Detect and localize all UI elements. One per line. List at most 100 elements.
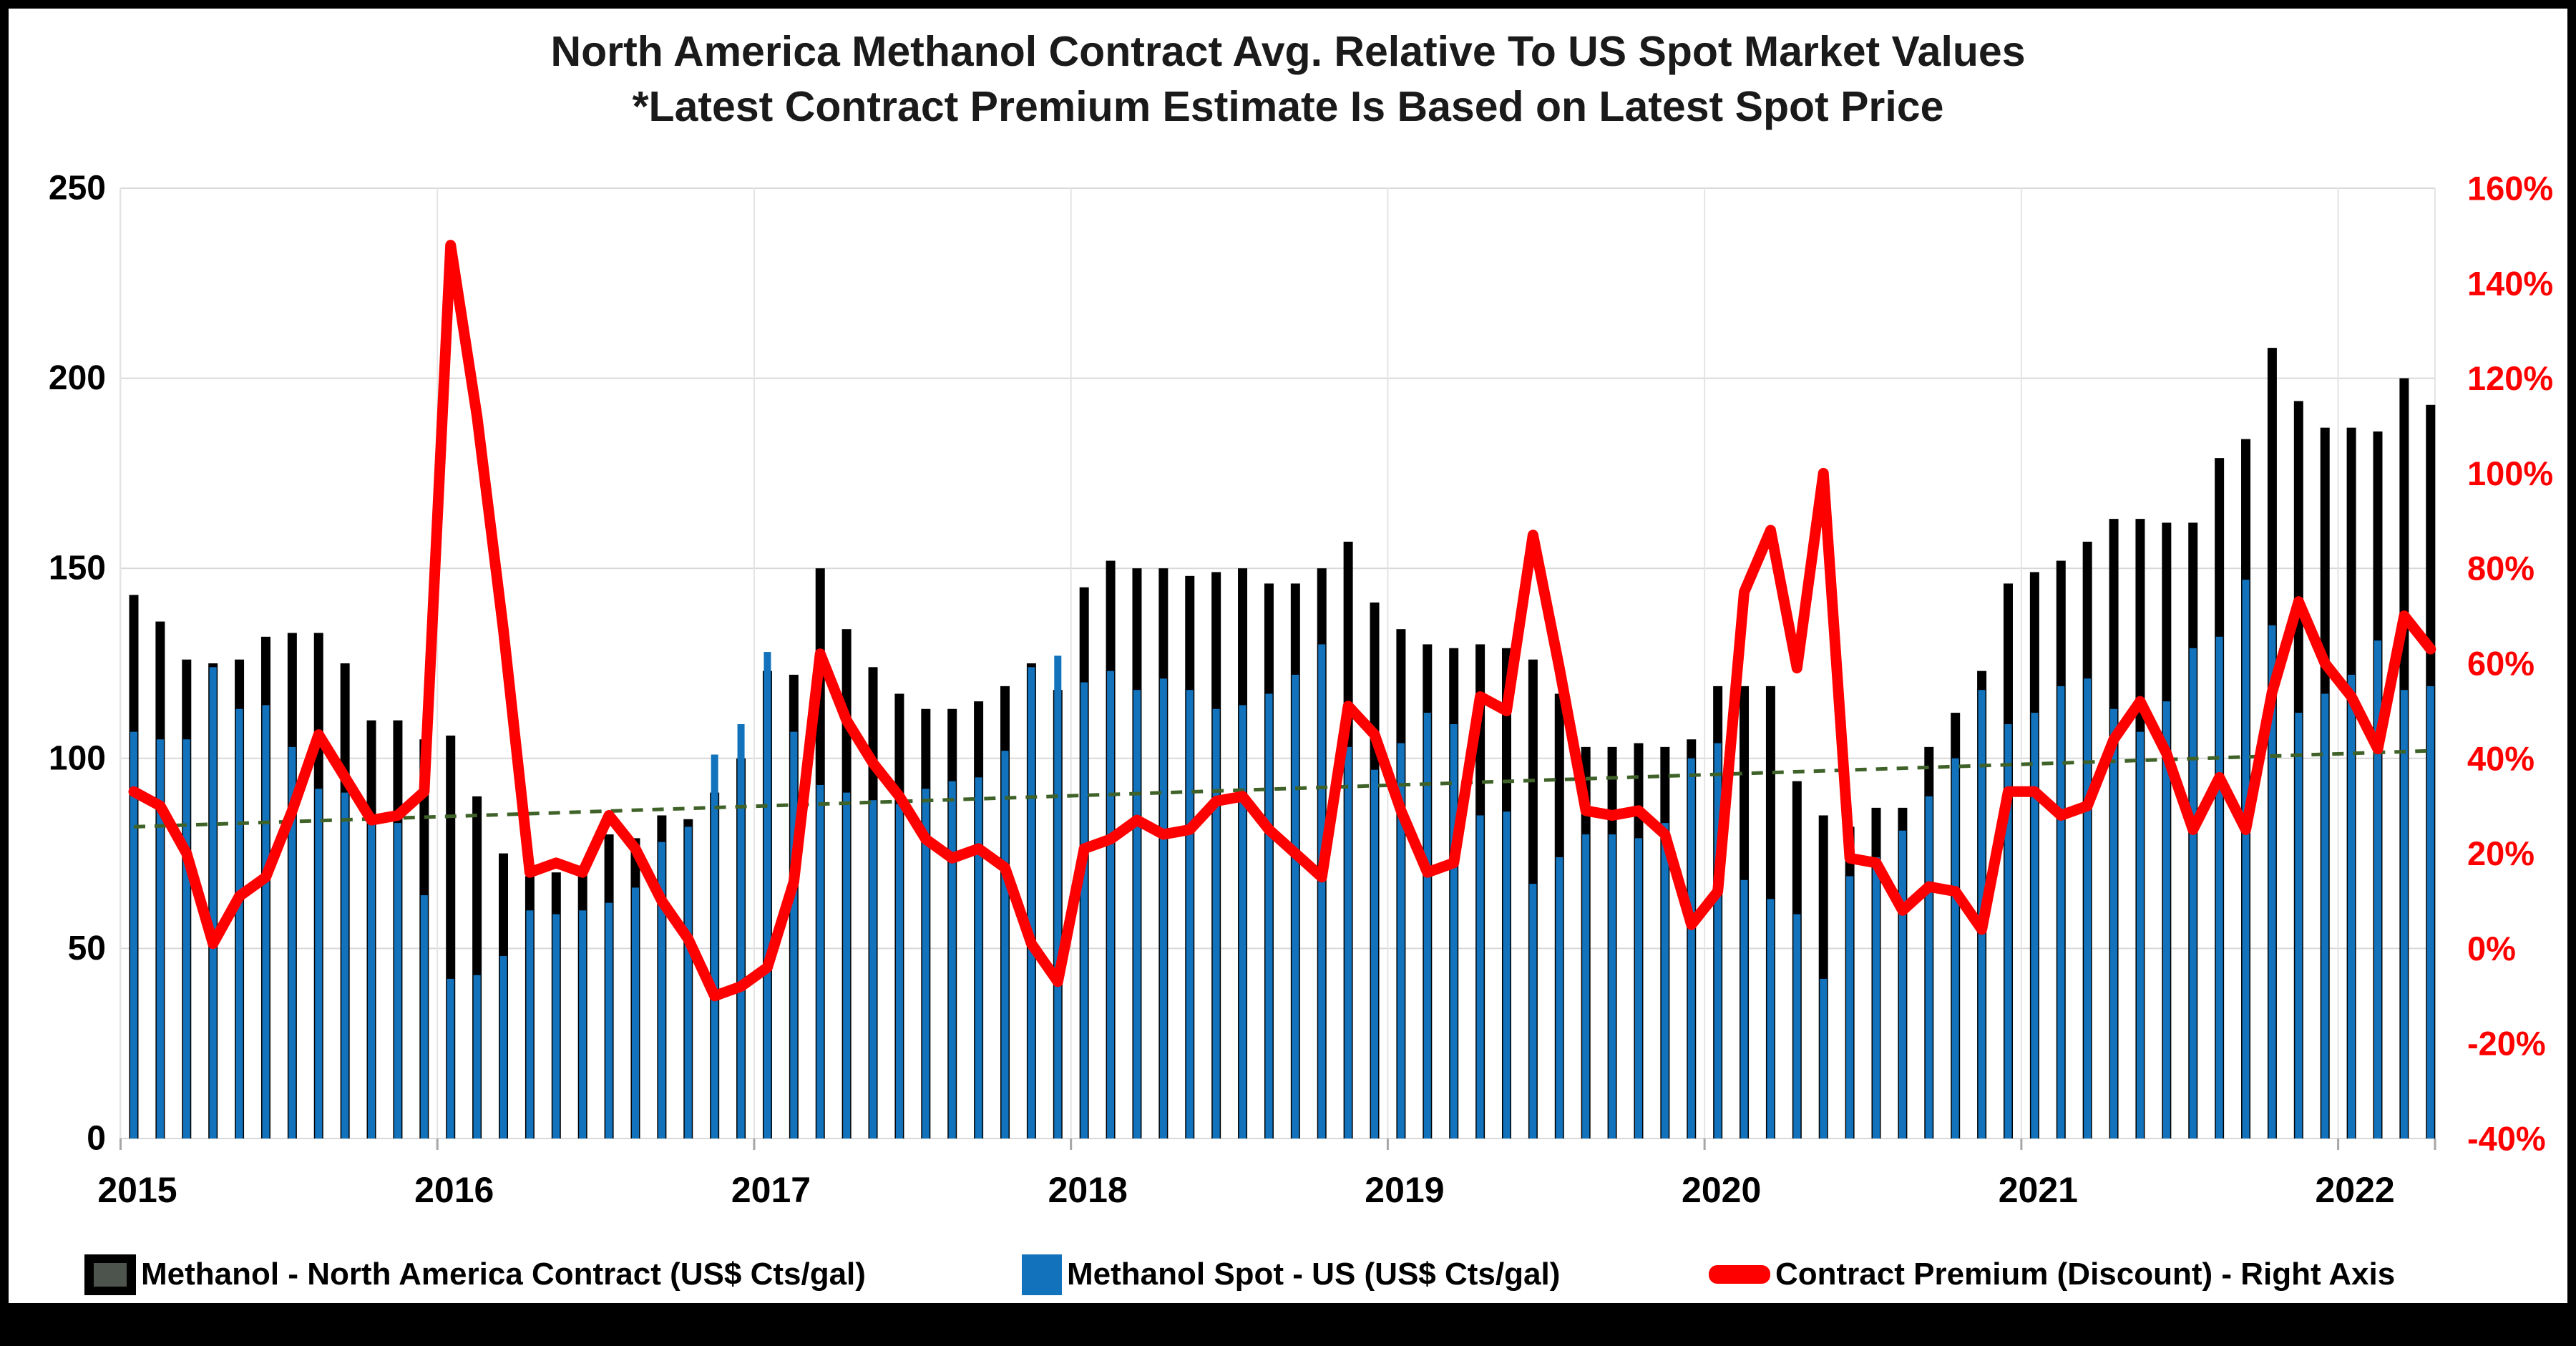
spot-bar bbox=[1476, 815, 1484, 1138]
spot-bar bbox=[1345, 746, 1352, 1138]
spot-bar bbox=[2400, 690, 2408, 1138]
spot-bar bbox=[2215, 636, 2223, 1138]
legend-item-premium: Contract Premium (Discount) - Right Axis bbox=[1709, 1249, 2395, 1300]
spot-series-swatch bbox=[1022, 1254, 1062, 1295]
spot-bar bbox=[1503, 811, 1511, 1138]
spot-bar bbox=[895, 804, 903, 1138]
spot-bar bbox=[1740, 879, 1748, 1138]
y2-axis-tick-label: 160% bbox=[2467, 170, 2553, 208]
x-axis-labels: 2015 2016 2017 2018 2019 2020 2021 2022 bbox=[97, 1170, 2394, 1210]
contract-series-swatch bbox=[84, 1254, 136, 1295]
spot-bar bbox=[420, 895, 428, 1138]
spot-bar bbox=[737, 723, 745, 1138]
spot-bar bbox=[2136, 731, 2144, 1138]
y-axis-tick-label: 250 bbox=[49, 170, 106, 208]
spot-bar bbox=[315, 789, 323, 1138]
spot-bar bbox=[2004, 723, 2012, 1138]
chart-title-block: North America Methanol Contract Avg. Rel… bbox=[0, 24, 2576, 135]
spot-bar bbox=[1001, 751, 1009, 1138]
spot-bars bbox=[130, 580, 2434, 1138]
x-axis-year-label: 2017 bbox=[731, 1170, 811, 1210]
spot-bar bbox=[1820, 978, 1828, 1138]
spot-bar bbox=[1212, 708, 1220, 1138]
spot-bar bbox=[2373, 640, 2381, 1138]
y-axis-tick-label: 50 bbox=[68, 930, 106, 967]
y-axis-tick-label: 150 bbox=[49, 550, 106, 587]
spot-bar bbox=[209, 667, 217, 1138]
spot-bar bbox=[1239, 705, 1246, 1138]
y2-axis-tick-label: 100% bbox=[2467, 454, 2553, 492]
spot-bar bbox=[1898, 830, 1906, 1138]
spot-bar bbox=[2242, 580, 2250, 1138]
spot-bar bbox=[1159, 678, 1167, 1138]
spot-bar bbox=[711, 754, 718, 1138]
spot-bar bbox=[1582, 834, 1590, 1138]
spot-bar bbox=[1951, 758, 1959, 1138]
spot-bar bbox=[1133, 690, 1141, 1138]
spot-bar bbox=[2295, 713, 2303, 1138]
spot-bar bbox=[1609, 834, 1616, 1138]
y-axis-tick-label: 0 bbox=[87, 1120, 106, 1158]
spot-bar bbox=[262, 705, 270, 1138]
y2-axis-tick-label: -20% bbox=[2467, 1025, 2546, 1063]
spot-bar bbox=[526, 910, 534, 1138]
spot-bar bbox=[1028, 667, 1035, 1138]
premium-line bbox=[128, 240, 2436, 1002]
spot-bar bbox=[684, 826, 692, 1138]
spot-bar bbox=[1634, 838, 1642, 1138]
spot-bar bbox=[2084, 678, 2092, 1138]
y2-axis-tick-label: 20% bbox=[2467, 834, 2534, 872]
spot-bar bbox=[2321, 693, 2329, 1138]
spot-bar bbox=[1080, 682, 1088, 1138]
spot-bar bbox=[1714, 743, 1722, 1138]
legend-label-spot: Methanol Spot - US (US$ Cts/gal) bbox=[1067, 1257, 1561, 1292]
spot-bar bbox=[1556, 857, 1563, 1138]
spot-bar bbox=[2268, 625, 2276, 1138]
spot-bar bbox=[975, 777, 982, 1138]
y2-axis-tick-label: 40% bbox=[2467, 739, 2534, 777]
x-axis-year-label: 2020 bbox=[1682, 1170, 1761, 1210]
spot-bar bbox=[1186, 690, 1194, 1138]
spot-bar bbox=[2348, 674, 2356, 1138]
y2-axis-tick-label: 120% bbox=[2467, 359, 2553, 397]
x-axis-year-label: 2022 bbox=[2315, 1170, 2394, 1210]
legend-label-premium: Contract Premium (Discount) - Right Axis bbox=[1775, 1257, 2396, 1292]
spot-bar bbox=[1767, 899, 1775, 1138]
legend-item-contract: Methanol - North America Contract (US$ C… bbox=[84, 1249, 866, 1300]
spot-bar bbox=[1265, 693, 1273, 1138]
spot-bar bbox=[579, 910, 587, 1138]
spot-bar bbox=[1423, 713, 1431, 1138]
spot-bar bbox=[447, 978, 454, 1138]
spot-bar bbox=[843, 792, 851, 1138]
chart-subtitle: *Latest Contract Premium Estimate Is Bas… bbox=[632, 83, 1944, 130]
trend-line bbox=[133, 748, 2431, 829]
premium-series-swatch bbox=[1709, 1265, 1770, 1284]
x-axis-year-label: 2021 bbox=[1999, 1170, 2078, 1210]
spot-bar bbox=[1397, 743, 1405, 1138]
spot-bar bbox=[948, 781, 956, 1138]
spot-bar bbox=[368, 815, 376, 1138]
spot-bar bbox=[605, 902, 613, 1138]
spot-bar bbox=[1687, 758, 1695, 1138]
spot-bar bbox=[763, 652, 771, 1138]
spot-bar bbox=[1846, 876, 1854, 1138]
spot-bar bbox=[1529, 884, 1537, 1138]
spot-bar bbox=[1292, 674, 1299, 1138]
spot-bar bbox=[658, 842, 665, 1138]
x-axis-year-label: 2016 bbox=[414, 1170, 494, 1210]
y2-axis-tick-label: 0% bbox=[2467, 930, 2516, 967]
spot-bar bbox=[1793, 914, 1801, 1138]
spot-bar bbox=[1925, 796, 1933, 1138]
spot-bar bbox=[816, 784, 824, 1138]
spot-bar bbox=[235, 708, 243, 1138]
spot-bar bbox=[1450, 723, 1458, 1138]
spot-bar bbox=[869, 800, 877, 1138]
right-axis-labels: 160% 140% 120% 100% 80% 60% 40% 20% 0% -20% -40% bbox=[2467, 170, 2553, 1158]
spot-bar bbox=[2031, 713, 2039, 1138]
spot-bar bbox=[552, 914, 560, 1138]
spot-bar bbox=[2057, 686, 2065, 1138]
y2-axis-tick-label: 140% bbox=[2467, 264, 2553, 302]
left-axis-labels: 250 200 150 100 50 0 bbox=[49, 170, 106, 1158]
spot-bar bbox=[394, 823, 401, 1138]
